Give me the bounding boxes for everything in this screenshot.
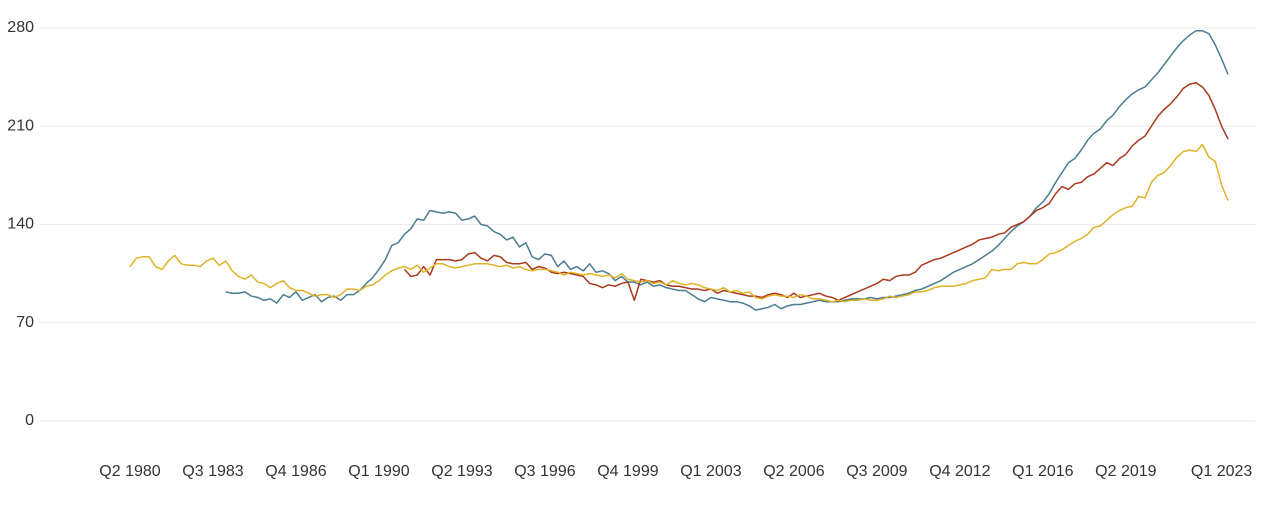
- x-tick-label: Q1 2003: [680, 463, 741, 480]
- x-tick-label: Q4 2012: [929, 463, 990, 480]
- series-line: [129, 143, 1229, 303]
- x-tick-label: Q2 2006: [763, 463, 824, 480]
- y-tick-label: 280: [7, 19, 34, 36]
- x-tick-label: Q3 2009: [846, 463, 907, 480]
- x-tick-label: Q1 2016: [1012, 463, 1073, 480]
- x-tick-label: Q4 1999: [597, 463, 658, 480]
- y-tick-label: 0: [25, 412, 34, 429]
- y-tick-label: 140: [7, 216, 34, 233]
- y-tick-label: 70: [16, 314, 34, 331]
- y-tick-label: 210: [7, 117, 34, 134]
- x-tick-label: Q3 1996: [514, 463, 575, 480]
- series-line: [403, 81, 1229, 302]
- series-line: [225, 30, 1229, 311]
- x-tick-label: Q4 1986: [265, 463, 326, 480]
- x-tick-label: Q3 1983: [182, 463, 243, 480]
- x-tick-label: Q2 1993: [431, 463, 492, 480]
- x-tick-label: Q1 2023: [1191, 463, 1252, 480]
- x-tick-label: Q2 1980: [99, 463, 160, 480]
- x-tick-label: Q1 1990: [348, 463, 409, 480]
- x-tick-label: Q2 2019: [1095, 463, 1156, 480]
